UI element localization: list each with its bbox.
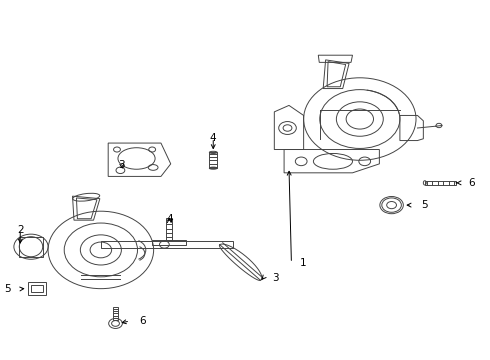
Text: 6: 6 bbox=[468, 178, 474, 188]
Text: 5: 5 bbox=[4, 284, 10, 294]
Text: 2: 2 bbox=[17, 225, 24, 235]
Bar bbox=[27, 282, 46, 295]
Text: 6: 6 bbox=[139, 316, 146, 326]
Text: 1: 1 bbox=[300, 258, 307, 268]
Text: 5: 5 bbox=[421, 200, 427, 210]
Text: 3: 3 bbox=[119, 159, 125, 170]
Text: 3: 3 bbox=[272, 273, 279, 283]
Text: 4: 4 bbox=[210, 133, 217, 143]
Bar bbox=[31, 285, 43, 292]
Text: 4: 4 bbox=[166, 214, 172, 224]
